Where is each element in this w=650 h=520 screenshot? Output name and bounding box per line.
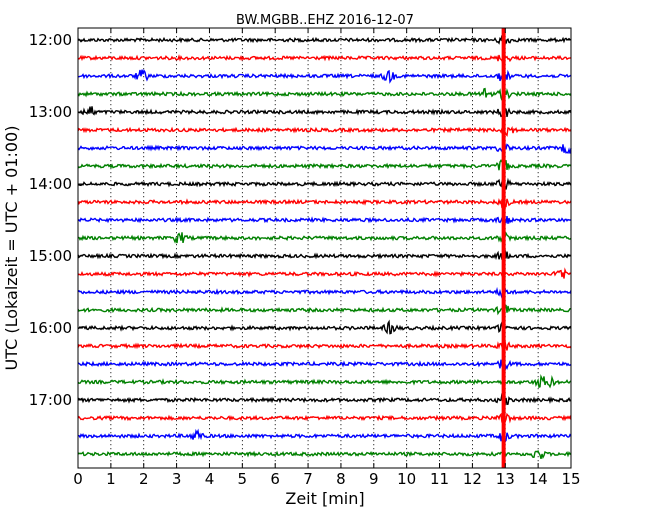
x-tick-label: 11 <box>430 470 449 488</box>
trace-line <box>77 249 572 262</box>
x-tick-label: 12 <box>463 470 482 488</box>
x-tick-label: 5 <box>238 470 248 488</box>
trace-line <box>77 53 572 66</box>
y-ticks: 12:00 13:00 14:00 15:00 16:00 17:00 <box>29 31 571 409</box>
y-tick-label: 17:00 <box>29 391 72 409</box>
trace-line <box>77 412 572 425</box>
x-tick-label: 0 <box>73 470 83 488</box>
x-tick-label: 9 <box>369 470 379 488</box>
trace-line <box>77 87 572 102</box>
y-tick-label: 14:00 <box>29 175 72 193</box>
x-tick-label: 14 <box>529 470 548 488</box>
x-tick-label: 3 <box>172 470 182 488</box>
chart-title: BW.MGBB..EHZ 2016-12-07 <box>236 13 414 28</box>
trace-line <box>77 143 572 155</box>
x-tick-label: 15 <box>561 470 580 488</box>
x-tick-label: 6 <box>270 470 280 488</box>
y-tick-label: 15:00 <box>29 247 72 265</box>
trace-line <box>77 359 572 371</box>
trace-line <box>77 106 572 118</box>
trace-line <box>77 428 572 444</box>
trace-line <box>77 195 572 209</box>
x-axis-label: Zeit [min] <box>285 489 364 508</box>
x-tick-label: 7 <box>303 470 313 488</box>
trace-line <box>77 339 572 352</box>
trace-line <box>77 285 572 299</box>
trace-line <box>77 450 572 460</box>
traces <box>77 35 572 460</box>
x-tick-label: 2 <box>139 470 149 488</box>
y-tick-label: 16:00 <box>29 319 72 337</box>
x-tick-label: 13 <box>496 470 515 488</box>
y-tick-label: 13:00 <box>29 103 72 121</box>
x-tick-label: 8 <box>336 470 346 488</box>
x-tick-label: 4 <box>205 470 215 488</box>
trace-line <box>77 267 572 279</box>
trace-line <box>77 35 572 45</box>
x-tick-label: 10 <box>397 470 416 488</box>
trace-line <box>77 303 571 316</box>
x-ticks: 0 1 2 3 4 5 6 7 8 9 10 11 12 13 14 15 <box>73 28 581 488</box>
y-axis-label: UTC (Lokalzeit = UTC + 01:00) <box>2 126 21 371</box>
trace-line <box>77 177 572 190</box>
trace-line <box>77 393 572 406</box>
x-tick-label: 1 <box>106 470 116 488</box>
y-tick-label: 12:00 <box>29 31 72 49</box>
plot-frame <box>77 27 572 469</box>
trace-line <box>77 231 572 245</box>
trace-line <box>77 374 572 389</box>
trace-line <box>77 126 572 137</box>
trace-line <box>77 319 572 335</box>
trace-line <box>77 159 572 171</box>
trace-line <box>77 68 572 84</box>
trace-line <box>77 216 572 227</box>
